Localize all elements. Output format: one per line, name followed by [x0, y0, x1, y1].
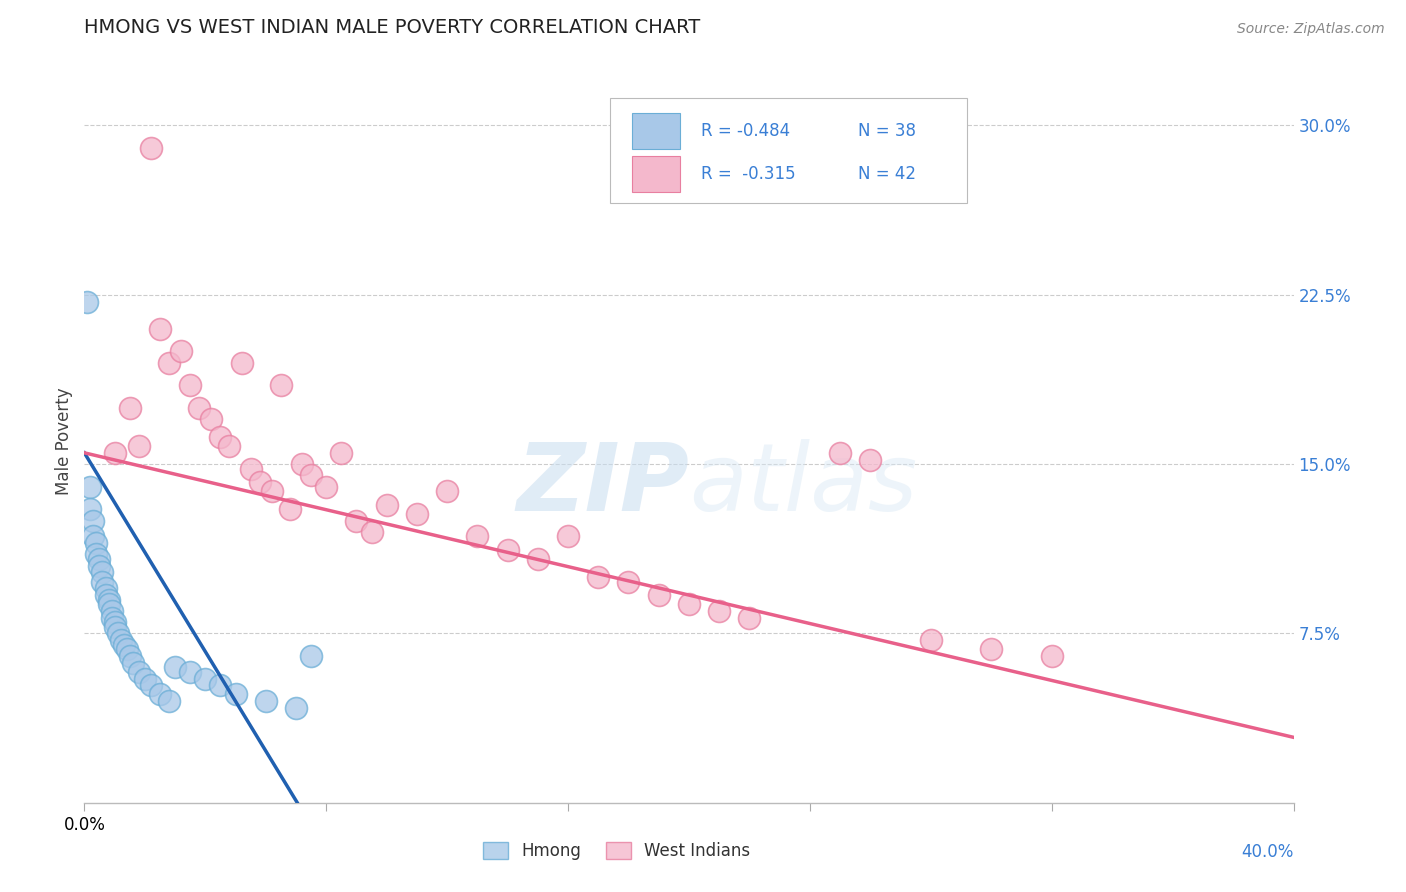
Point — [467, 529, 489, 543]
Point — [346, 514, 368, 528]
Bar — [633, 156, 681, 193]
Point — [980, 642, 1002, 657]
Text: N = 38: N = 38 — [858, 122, 917, 140]
Point — [94, 588, 117, 602]
Point — [375, 498, 398, 512]
Point — [285, 701, 308, 715]
Point — [360, 524, 382, 539]
Point — [299, 468, 322, 483]
Point — [79, 502, 101, 516]
Point — [179, 665, 201, 679]
Point — [231, 355, 253, 369]
Point — [249, 475, 271, 490]
Text: R =  -0.315: R = -0.315 — [702, 165, 796, 183]
Point — [315, 480, 337, 494]
Point — [79, 480, 101, 494]
Point — [89, 558, 111, 573]
Point — [91, 566, 114, 580]
Point — [260, 484, 283, 499]
Point — [330, 446, 353, 460]
Point — [920, 633, 942, 648]
Point — [118, 401, 141, 415]
Point — [194, 672, 217, 686]
Point — [299, 648, 322, 663]
Point — [89, 552, 111, 566]
Text: HMONG VS WEST INDIAN MALE POVERTY CORRELATION CHART: HMONG VS WEST INDIAN MALE POVERTY CORREL… — [84, 18, 700, 37]
Point — [139, 678, 162, 692]
Point — [100, 610, 122, 624]
Point — [86, 548, 108, 562]
Point — [118, 648, 141, 663]
Point — [110, 633, 132, 648]
Point — [104, 620, 127, 634]
Point — [97, 592, 120, 607]
Y-axis label: Male Poverty: Male Poverty — [55, 388, 73, 495]
Point — [86, 536, 108, 550]
Point — [278, 502, 301, 516]
Point — [678, 597, 700, 611]
Point — [128, 665, 150, 679]
Text: ZIP: ZIP — [516, 439, 689, 531]
Point — [496, 542, 519, 557]
Point — [254, 694, 277, 708]
Point — [239, 461, 262, 475]
Point — [200, 412, 222, 426]
Point — [859, 452, 882, 467]
Point — [406, 507, 429, 521]
Point — [557, 529, 579, 543]
Text: N = 42: N = 42 — [858, 165, 917, 183]
Point — [139, 141, 162, 155]
Point — [134, 672, 156, 686]
Point — [107, 626, 129, 640]
Point — [94, 582, 117, 596]
Point — [76, 294, 98, 309]
Point — [830, 446, 852, 460]
Point — [165, 660, 187, 674]
Point — [82, 529, 104, 543]
Point — [527, 552, 550, 566]
Point — [104, 615, 127, 630]
Point — [82, 514, 104, 528]
Point — [104, 446, 127, 460]
Point — [115, 642, 138, 657]
Point — [648, 588, 671, 602]
Text: Source: ZipAtlas.com: Source: ZipAtlas.com — [1237, 22, 1385, 37]
Point — [149, 321, 172, 335]
Text: R = -0.484: R = -0.484 — [702, 122, 790, 140]
Point — [170, 344, 193, 359]
FancyBboxPatch shape — [610, 98, 967, 203]
Text: atlas: atlas — [689, 440, 917, 531]
Point — [709, 604, 731, 618]
Point — [209, 430, 232, 444]
Point — [100, 604, 122, 618]
Point — [291, 457, 314, 471]
Point — [218, 439, 240, 453]
Point — [97, 597, 120, 611]
Point — [225, 687, 247, 701]
Text: 40.0%: 40.0% — [1241, 843, 1294, 861]
Point — [738, 610, 761, 624]
Point — [270, 378, 292, 392]
Point — [588, 570, 610, 584]
Point — [436, 484, 458, 499]
Point — [157, 355, 180, 369]
Point — [157, 694, 180, 708]
Point — [149, 687, 172, 701]
Bar — [633, 112, 681, 149]
Point — [617, 574, 640, 589]
Point — [209, 678, 232, 692]
Point — [121, 656, 143, 670]
Point — [112, 638, 135, 652]
Point — [179, 378, 201, 392]
Point — [1040, 648, 1063, 663]
Legend: Hmong, West Indians: Hmong, West Indians — [475, 835, 756, 867]
Point — [91, 574, 114, 589]
Point — [188, 401, 211, 415]
Point — [128, 439, 150, 453]
